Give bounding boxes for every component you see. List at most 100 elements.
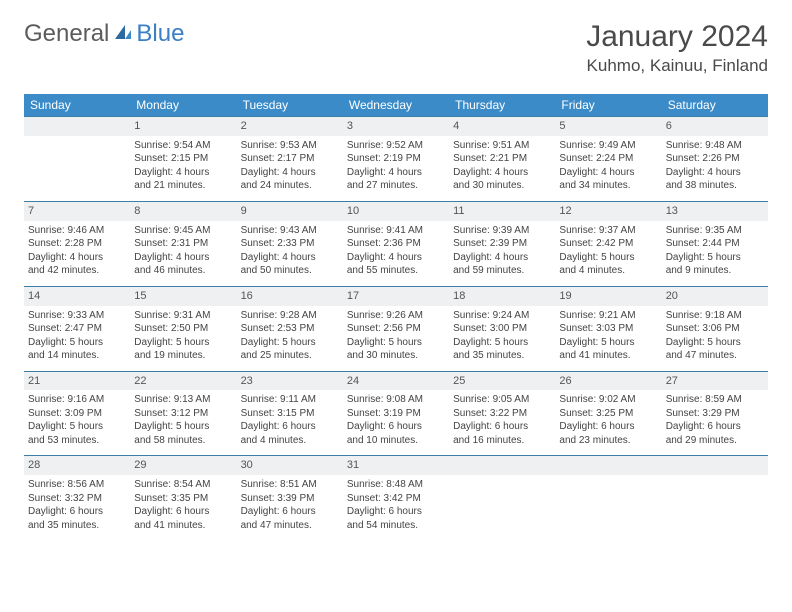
calendar-cell: 16Sunrise: 9:28 AMSunset: 2:53 PMDayligh… [237, 286, 343, 371]
daylight-text: and 47 minutes. [666, 349, 764, 363]
title-block: January 2024 Kuhmo, Kainuu, Finland [586, 20, 768, 76]
sunrise-text: Sunrise: 9:37 AM [559, 224, 657, 238]
daylight-text: and 46 minutes. [134, 264, 232, 278]
calendar-cell: 31Sunrise: 8:48 AMSunset: 3:42 PMDayligh… [343, 456, 449, 540]
daylight-text: Daylight: 5 hours [134, 336, 232, 350]
daylight-text: Daylight: 5 hours [134, 420, 232, 434]
sunset-text: Sunset: 2:26 PM [666, 152, 764, 166]
sunset-text: Sunset: 2:39 PM [453, 237, 551, 251]
daylight-text: and 58 minutes. [134, 434, 232, 448]
sunrise-text: Sunrise: 9:54 AM [134, 139, 232, 153]
day-number: 25 [449, 372, 555, 391]
calendar-row: 21Sunrise: 9:16 AMSunset: 3:09 PMDayligh… [24, 371, 768, 456]
daylight-text: Daylight: 5 hours [241, 336, 339, 350]
weekday-header: Sunday [24, 94, 130, 117]
calendar-body: 1Sunrise: 9:54 AMSunset: 2:15 PMDaylight… [24, 117, 768, 541]
calendar-cell: 28Sunrise: 8:56 AMSunset: 3:32 PMDayligh… [24, 456, 130, 540]
daylight-text: and 25 minutes. [241, 349, 339, 363]
sunrise-text: Sunrise: 8:56 AM [28, 478, 126, 492]
daylight-text: Daylight: 4 hours [559, 166, 657, 180]
sunrise-text: Sunrise: 9:45 AM [134, 224, 232, 238]
calendar-cell: 10Sunrise: 9:41 AMSunset: 2:36 PMDayligh… [343, 201, 449, 286]
month-title: January 2024 [586, 20, 768, 54]
daylight-text: Daylight: 6 hours [347, 505, 445, 519]
calendar-cell: 5Sunrise: 9:49 AMSunset: 2:24 PMDaylight… [555, 117, 661, 202]
day-number: 12 [555, 202, 661, 221]
daylight-text: Daylight: 5 hours [559, 336, 657, 350]
daylight-text: Daylight: 4 hours [241, 166, 339, 180]
day-number: 9 [237, 202, 343, 221]
sunset-text: Sunset: 3:09 PM [28, 407, 126, 421]
calendar-cell: 1Sunrise: 9:54 AMSunset: 2:15 PMDaylight… [130, 117, 236, 202]
calendar-cell: 4Sunrise: 9:51 AMSunset: 2:21 PMDaylight… [449, 117, 555, 202]
daylight-text: and 21 minutes. [134, 179, 232, 193]
sunset-text: Sunset: 2:21 PM [453, 152, 551, 166]
day-number: 13 [662, 202, 768, 221]
calendar-cell: 24Sunrise: 9:08 AMSunset: 3:19 PMDayligh… [343, 371, 449, 456]
calendar-cell: 2Sunrise: 9:53 AMSunset: 2:17 PMDaylight… [237, 117, 343, 202]
calendar-row: 7Sunrise: 9:46 AMSunset: 2:28 PMDaylight… [24, 201, 768, 286]
daylight-text: and 16 minutes. [453, 434, 551, 448]
daylight-text: Daylight: 5 hours [28, 420, 126, 434]
daylight-text: and 42 minutes. [28, 264, 126, 278]
day-number-empty [662, 456, 768, 475]
weekday-header: Monday [130, 94, 236, 117]
daylight-text: and 41 minutes. [134, 519, 232, 533]
day-number-empty [24, 117, 130, 136]
daylight-text: and 41 minutes. [559, 349, 657, 363]
daylight-text: Daylight: 6 hours [666, 420, 764, 434]
sunrise-text: Sunrise: 9:21 AM [559, 309, 657, 323]
calendar-table: Sunday Monday Tuesday Wednesday Thursday… [24, 94, 768, 540]
daylight-text: and 9 minutes. [666, 264, 764, 278]
day-number: 22 [130, 372, 236, 391]
day-number: 7 [24, 202, 130, 221]
sunset-text: Sunset: 2:44 PM [666, 237, 764, 251]
daylight-text: Daylight: 5 hours [347, 336, 445, 350]
sunrise-text: Sunrise: 9:05 AM [453, 393, 551, 407]
daylight-text: and 35 minutes. [453, 349, 551, 363]
sunset-text: Sunset: 3:19 PM [347, 407, 445, 421]
sunrise-text: Sunrise: 8:51 AM [241, 478, 339, 492]
day-number: 8 [130, 202, 236, 221]
daylight-text: Daylight: 4 hours [134, 166, 232, 180]
day-number: 29 [130, 456, 236, 475]
sunrise-text: Sunrise: 9:46 AM [28, 224, 126, 238]
sunset-text: Sunset: 2:50 PM [134, 322, 232, 336]
sunset-text: Sunset: 2:53 PM [241, 322, 339, 336]
sunrise-text: Sunrise: 9:08 AM [347, 393, 445, 407]
calendar-cell: 14Sunrise: 9:33 AMSunset: 2:47 PMDayligh… [24, 286, 130, 371]
day-number: 6 [662, 117, 768, 136]
daylight-text: and 54 minutes. [347, 519, 445, 533]
sunset-text: Sunset: 2:36 PM [347, 237, 445, 251]
logo-text-general: General [24, 20, 109, 48]
sunrise-text: Sunrise: 9:51 AM [453, 139, 551, 153]
sunrise-text: Sunrise: 9:13 AM [134, 393, 232, 407]
sunset-text: Sunset: 2:17 PM [241, 152, 339, 166]
daylight-text: and 30 minutes. [453, 179, 551, 193]
calendar-cell: 9Sunrise: 9:43 AMSunset: 2:33 PMDaylight… [237, 201, 343, 286]
calendar-cell [555, 456, 661, 540]
daylight-text: Daylight: 5 hours [666, 251, 764, 265]
day-number: 17 [343, 287, 449, 306]
daylight-text: Daylight: 6 hours [559, 420, 657, 434]
calendar-cell: 8Sunrise: 9:45 AMSunset: 2:31 PMDaylight… [130, 201, 236, 286]
calendar-row: 28Sunrise: 8:56 AMSunset: 3:32 PMDayligh… [24, 456, 768, 540]
daylight-text: and 19 minutes. [134, 349, 232, 363]
sunrise-text: Sunrise: 9:49 AM [559, 139, 657, 153]
sunset-text: Sunset: 3:15 PM [241, 407, 339, 421]
calendar-cell [24, 117, 130, 202]
daylight-text: Daylight: 6 hours [134, 505, 232, 519]
calendar-cell: 29Sunrise: 8:54 AMSunset: 3:35 PMDayligh… [130, 456, 236, 540]
calendar-cell: 17Sunrise: 9:26 AMSunset: 2:56 PMDayligh… [343, 286, 449, 371]
sunset-text: Sunset: 2:42 PM [559, 237, 657, 251]
sunrise-text: Sunrise: 9:24 AM [453, 309, 551, 323]
day-number: 1 [130, 117, 236, 136]
day-number: 21 [24, 372, 130, 391]
daylight-text: and 27 minutes. [347, 179, 445, 193]
logo-text-blue: Blue [136, 20, 184, 48]
daylight-text: Daylight: 6 hours [28, 505, 126, 519]
daylight-text: Daylight: 5 hours [559, 251, 657, 265]
calendar-cell: 6Sunrise: 9:48 AMSunset: 2:26 PMDaylight… [662, 117, 768, 202]
calendar-cell: 19Sunrise: 9:21 AMSunset: 3:03 PMDayligh… [555, 286, 661, 371]
sunrise-text: Sunrise: 9:16 AM [28, 393, 126, 407]
